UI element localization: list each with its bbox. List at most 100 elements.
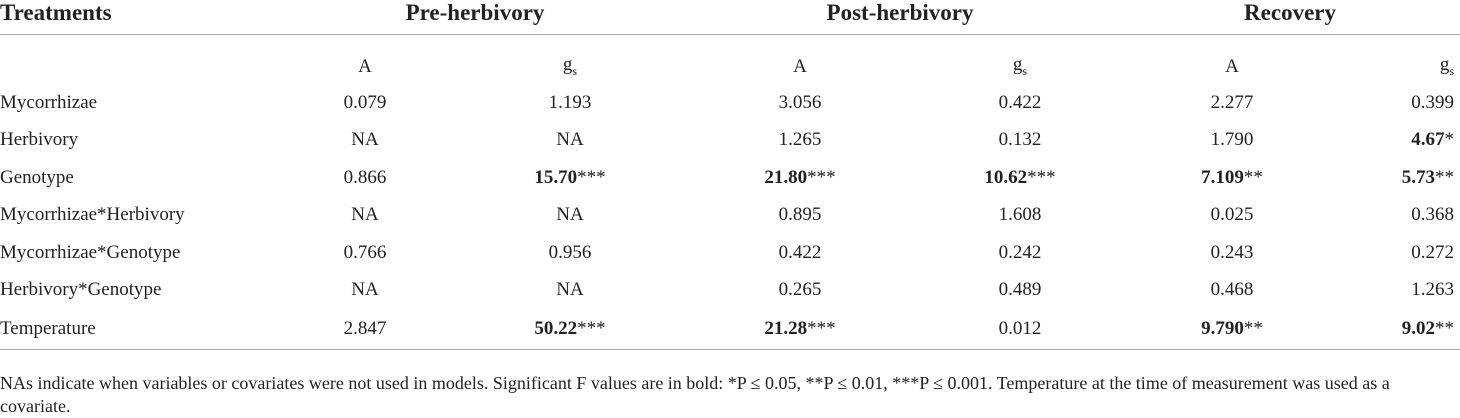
cell-value: 50.22: [534, 318, 578, 339]
row-label: Genotype: [0, 166, 74, 188]
cell-value: 0.132: [998, 129, 1042, 151]
cell-value: NA: [351, 279, 379, 301]
table-cell: NA: [460, 272, 680, 310]
cell-value: 0.422: [778, 241, 822, 263]
significance: *: [1444, 129, 1455, 151]
significance: ***: [1027, 166, 1056, 188]
cell-value: 5.73: [1401, 166, 1436, 188]
table-cell: 1.193: [460, 84, 680, 122]
table-cell: 4.67*: [1344, 122, 1460, 160]
cell-value: 1.790: [1210, 129, 1254, 151]
table-row: Genotype 0.866 15.70*** 21.80*** 10.62*** 7.1…: [0, 159, 1460, 197]
table-row: Temperature 2.847 50.22*** 21.28*** 0.012 9.7…: [0, 309, 1460, 350]
significance: **: [1435, 166, 1455, 188]
significance: ***: [577, 166, 606, 188]
cell-value: 1.265: [778, 129, 822, 151]
cell-value: 1.193: [548, 91, 592, 113]
footnote: NAs indicate when variables or covariate…: [0, 373, 1390, 416]
table-row: Mycorrhizae*Genotype 0.766 0.956 0.422 0.242…: [0, 234, 1460, 272]
table-cell: 15.70***: [460, 159, 680, 197]
table-cell: 2.847: [270, 309, 460, 350]
table-cell: 0.265: [680, 272, 920, 310]
table-cell: 0.025: [1120, 197, 1344, 235]
row-label: Herbivory: [0, 129, 79, 151]
subheader-cell: gs: [1344, 35, 1460, 85]
row-label: Mycorrhizae*Genotype: [0, 241, 181, 263]
cell-value: 0.272: [1411, 241, 1455, 263]
table-cell: 0.956: [460, 234, 680, 272]
data-table: Treatments Pre-herbivory Post-herbivory Rec…: [0, 0, 1460, 350]
table-cell: 2.277: [1120, 84, 1344, 122]
cell-value: 0.243: [1210, 241, 1254, 263]
cell-value: 0.079: [343, 91, 387, 113]
table-cell: 0.766: [270, 234, 460, 272]
table-cell: 21.80***: [680, 159, 920, 197]
cell-value: 0.265: [778, 279, 822, 301]
cell-value: 0.866: [343, 166, 387, 188]
table-cell: NA: [460, 197, 680, 235]
subheader-cell: A: [680, 35, 920, 85]
subheader-cell: A: [270, 35, 460, 85]
table-cell: 50.22***: [460, 309, 680, 350]
cell-value: 0.025: [1210, 204, 1254, 226]
table-cell: 0.272: [1344, 234, 1460, 272]
cell-value: 0.766: [343, 241, 387, 263]
table-cell: NA: [460, 122, 680, 160]
cell-value: NA: [556, 204, 584, 226]
table-cell: NA: [270, 122, 460, 160]
table-cell: 9.790**: [1120, 309, 1345, 350]
subscript: s: [572, 63, 578, 78]
cell-value: 0.956: [548, 241, 592, 263]
row-label: Mycorrhizae: [0, 91, 98, 113]
table-cell: 1.263: [1344, 272, 1460, 310]
group-header: Recovery: [1120, 0, 1460, 35]
cell-value: 0.468: [1210, 279, 1254, 301]
symbol: g: [562, 54, 573, 76]
table-cell: 0.079: [270, 84, 460, 122]
table-cell: NA: [270, 272, 460, 310]
table-cell: 0.243: [1120, 234, 1344, 272]
symbol: A: [1225, 55, 1239, 77]
cell-value: 0.422: [998, 91, 1042, 113]
blank-cell: [0, 35, 270, 85]
cell-value: 0.368: [1411, 204, 1455, 226]
cell-value: 7.109: [1201, 166, 1244, 188]
table-cell: 10.62***: [920, 159, 1120, 197]
table-cell: 0.242: [920, 234, 1120, 272]
cell-value: 1.263: [1411, 279, 1455, 301]
significance: ***: [807, 166, 836, 188]
cell-value: 1.608: [998, 204, 1042, 226]
table-row: Mycorrhizae 0.079 1.193 3.056 0.422 2.277 0.39…: [0, 84, 1460, 122]
cell-value: 9.790: [1201, 318, 1244, 339]
symbol: A: [793, 55, 807, 77]
table-cell: 1.265: [680, 122, 920, 160]
table-cell: 0.895: [680, 197, 920, 235]
row-label: Temperature: [0, 309, 270, 350]
cell-value: NA: [556, 129, 584, 151]
table-cell: 1.790: [1120, 122, 1344, 160]
symbol: g: [1012, 54, 1023, 76]
group-header: Post-herbivory: [680, 0, 1121, 35]
table-cell: 5.73**: [1344, 159, 1460, 197]
table-cell: 0.468: [1120, 272, 1344, 310]
cell-value: 0.012: [998, 318, 1042, 339]
row-label: Herbivory*Genotype: [0, 279, 162, 301]
table-row: Herbivory*Genotype NA NA 0.265 0.489 0.468 1.2…: [0, 272, 1460, 310]
table-cell: 0.489: [920, 272, 1120, 310]
table-cell: 0.422: [680, 234, 920, 272]
cell-value: 0.895: [778, 204, 822, 226]
cell-value: 4.67: [1411, 129, 1445, 151]
row-label: Mycorrhizae*Herbivory: [0, 204, 185, 226]
cell-value: 0.399: [1411, 91, 1455, 113]
cell-value: 3.056: [778, 91, 822, 113]
column-header: Treatments: [0, 0, 270, 35]
cell-value: 0.242: [998, 241, 1042, 263]
table-cell: 0.012: [920, 309, 1121, 350]
table-cell: 0.368: [1344, 197, 1460, 235]
table-cell: 0.422: [920, 84, 1120, 122]
significance: **: [1243, 318, 1263, 339]
cell-value: 10.62: [984, 166, 1028, 188]
symbol: g: [1439, 54, 1450, 76]
